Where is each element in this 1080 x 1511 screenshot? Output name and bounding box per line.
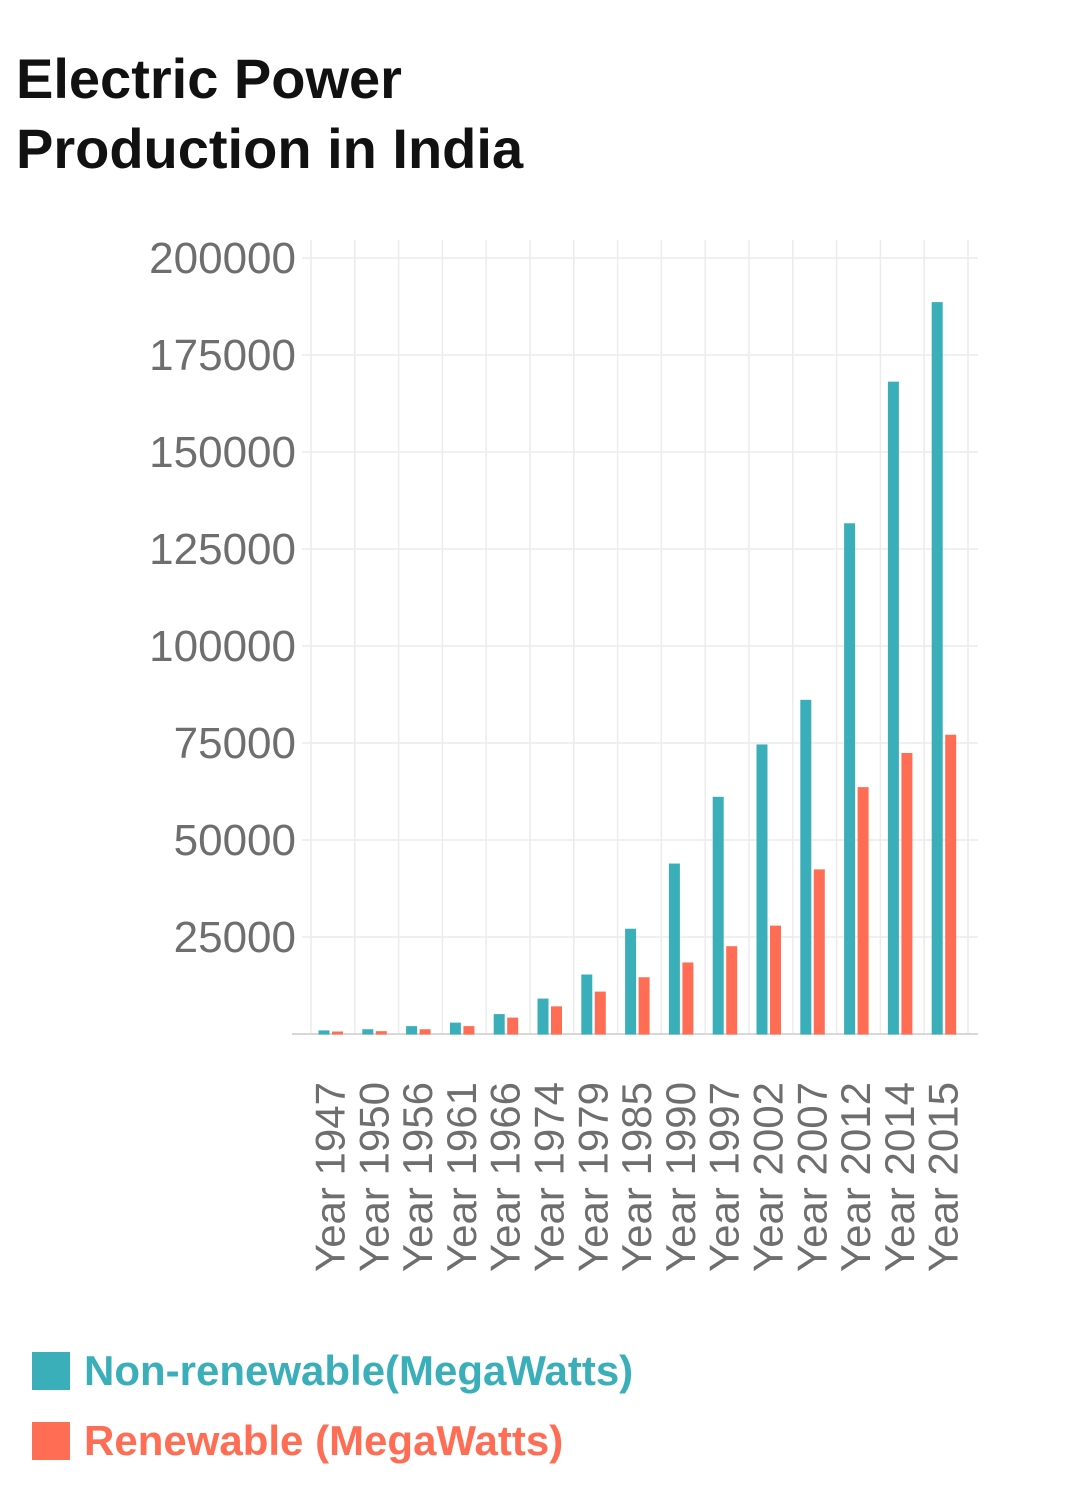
bar-chart: 25000 50000 75000 100000 125000 150000 175000 2… (149, 234, 978, 1272)
bar-non-renewable (844, 523, 856, 1035)
legend-item-renewable[interactable]: Renewable (MegaWatts) (32, 1415, 563, 1467)
x-tick-label: Year 1966 (482, 1082, 529, 1272)
y-tick-label: 175000 (149, 331, 296, 380)
bar-non-renewable (318, 1030, 330, 1035)
x-tick-label: Year 1961 (438, 1082, 485, 1272)
bar-renewable (638, 977, 650, 1035)
x-tick-label: Year 1990 (657, 1082, 704, 1272)
legend-item-non-renewable[interactable]: Non-renewable(MegaWatts) (32, 1345, 633, 1397)
y-tick-label: 125000 (149, 525, 296, 574)
bar-non-renewable (537, 998, 549, 1035)
bar-non-renewable (887, 381, 899, 1035)
x-tick-label: Year 1956 (394, 1082, 441, 1272)
bar-renewable (375, 1031, 387, 1035)
x-tick-label: Year 1979 (569, 1082, 616, 1272)
bar-renewable (901, 752, 913, 1035)
x-tick-label: Year 1974 (526, 1082, 573, 1272)
y-tick-label: 50000 (174, 816, 296, 865)
x-tick-label: Year 2014 (876, 1082, 923, 1272)
bar-non-renewable (449, 1022, 461, 1035)
x-tick-label: Year 1985 (613, 1082, 660, 1272)
y-tick-label: 75000 (174, 719, 296, 768)
chart-title: Electric Power Production in India (16, 47, 524, 180)
bar-renewable (507, 1017, 519, 1035)
bar-non-renewable (581, 974, 593, 1035)
bar-non-renewable (668, 863, 680, 1035)
bar-renewable (682, 962, 694, 1035)
bar-renewable (726, 946, 738, 1035)
bar-renewable (463, 1026, 475, 1035)
bar-renewable (813, 869, 825, 1035)
x-tick-label: Year 2007 (788, 1082, 835, 1272)
x-tick-label: Year 1950 (350, 1082, 397, 1272)
bar-renewable (332, 1031, 343, 1035)
bar-non-renewable (362, 1029, 374, 1035)
bar-renewable (419, 1029, 431, 1035)
legend-swatch-renewable (32, 1422, 70, 1460)
bar-non-renewable (756, 744, 768, 1035)
x-tick-label: Year 2012 (832, 1082, 879, 1272)
legend-label-non-renewable: Non-renewable(MegaWatts) (84, 1347, 634, 1394)
y-tick-label: 25000 (174, 913, 296, 962)
x-tick-label: Year 2002 (745, 1082, 792, 1272)
y-tick-label: 150000 (149, 428, 296, 477)
bar-non-renewable (712, 796, 724, 1035)
bar-renewable (594, 991, 606, 1035)
bar-non-renewable (931, 302, 943, 1035)
legend-swatch-non-renewable (32, 1352, 70, 1390)
x-tick-label: Year 1997 (701, 1082, 748, 1272)
bar-renewable (857, 787, 869, 1035)
bar-non-renewable (406, 1026, 418, 1035)
bar-renewable (551, 1006, 562, 1035)
x-tick-label: Year 2015 (920, 1082, 967, 1272)
legend-label-renewable: Renewable (MegaWatts) (84, 1417, 564, 1464)
y-tick-label: 100000 (149, 622, 296, 671)
bar-renewable (945, 734, 957, 1035)
x-tick-label: Year 1947 (307, 1082, 354, 1272)
bar-non-renewable (800, 699, 812, 1035)
bar-non-renewable (493, 1014, 505, 1035)
bar-non-renewable (625, 928, 637, 1035)
y-tick-label: 200000 (149, 234, 296, 283)
bar-renewable (770, 925, 781, 1035)
